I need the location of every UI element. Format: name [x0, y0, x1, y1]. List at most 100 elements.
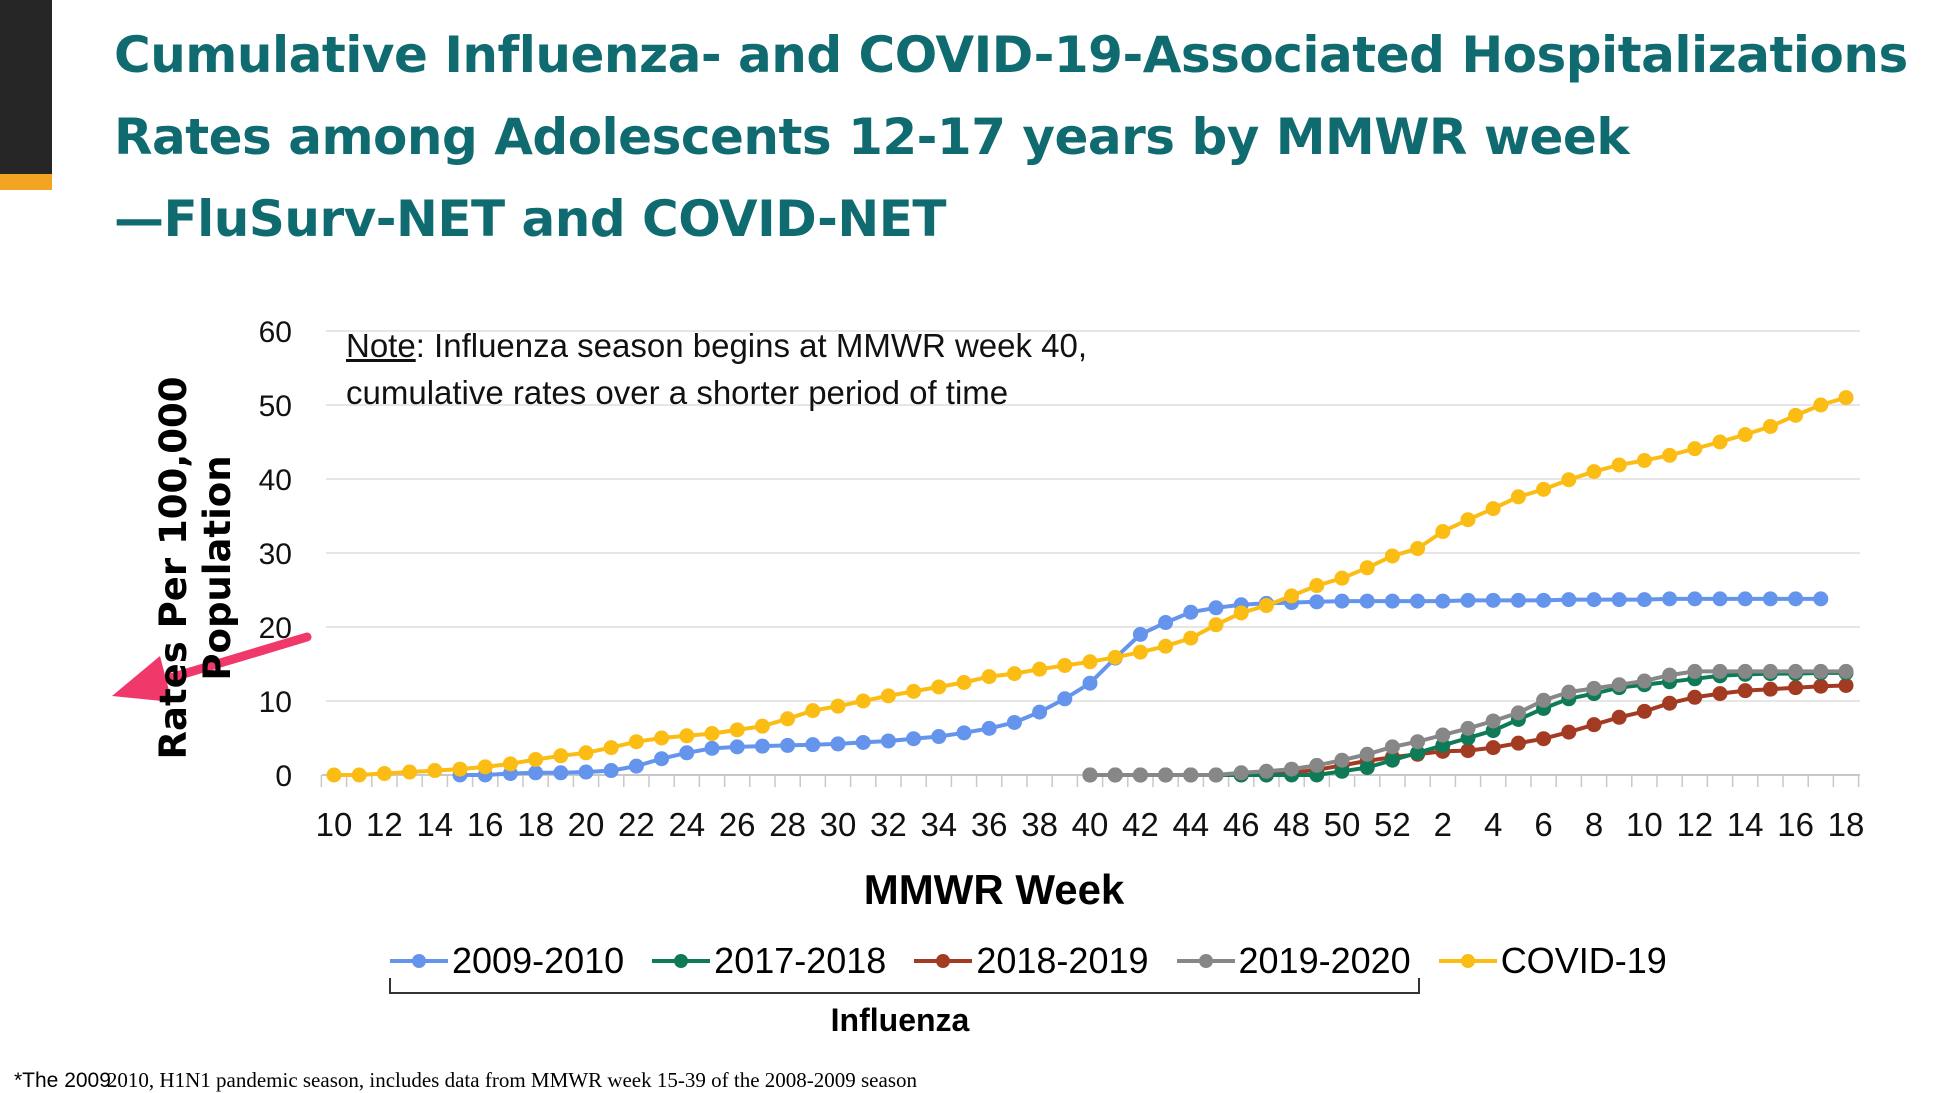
x-tick-label: 48	[1273, 806, 1310, 843]
data-point-2018-2019	[1813, 678, 1829, 694]
legend-label: 2019-2020	[1238, 940, 1411, 981]
data-point-2019-2020	[1662, 667, 1678, 683]
data-point-2009-2010	[880, 733, 896, 749]
footnote-part-1: *The 2009	[14, 1069, 111, 1092]
data-point-covid-19	[956, 675, 972, 690]
title-line-2: Rates among Adolescents 12-17 years by M…	[114, 108, 1630, 166]
data-point-2009-2010	[1737, 591, 1753, 607]
data-point-2019-2020	[1183, 767, 1199, 783]
data-point-2019-2020	[1788, 663, 1804, 679]
y-tick-label: 10	[259, 686, 292, 719]
data-point-2009-2010	[654, 751, 670, 767]
data-point-2018-2019	[1536, 731, 1552, 747]
data-point-covid-19	[1510, 489, 1526, 505]
data-point-2009-2010	[1006, 714, 1022, 730]
data-point-covid-19	[754, 718, 770, 734]
data-point-covid-19	[654, 730, 670, 746]
data-point-2017-2018	[1384, 752, 1400, 768]
annotation-arrow-head-icon	[112, 656, 172, 702]
data-point-2009-2010	[1460, 592, 1476, 608]
data-point-2009-2010	[1384, 593, 1400, 609]
data-point-2017-2018	[1435, 737, 1451, 753]
data-point-2009-2010	[1636, 592, 1652, 608]
data-point-2009-2010	[1687, 591, 1703, 607]
data-point-2009-2010	[1132, 626, 1148, 642]
data-point-2019-2020	[1132, 767, 1148, 783]
data-point-2009-2010	[704, 740, 720, 756]
data-point-2018-2019	[1662, 695, 1678, 711]
data-point-covid-19	[805, 703, 821, 719]
data-point-2009-2010	[528, 765, 544, 781]
x-tick-label: 10	[1626, 806, 1663, 843]
legend-label: 2017-2018	[714, 940, 887, 981]
y-tick-label: 50	[259, 390, 292, 423]
legend-line-marker-icon	[390, 951, 448, 971]
x-tick-label: 16	[1777, 806, 1814, 843]
y-tick-label: 60	[259, 316, 292, 349]
data-point-2009-2010	[931, 729, 947, 745]
data-point-2009-2010	[1032, 704, 1048, 720]
x-tick-label: 38	[1021, 806, 1058, 843]
data-point-2009-2010	[1410, 593, 1426, 609]
legend-item: 2018-2019	[914, 940, 1149, 982]
data-point-2009-2010	[1788, 591, 1804, 607]
data-point-2019-2020	[1485, 713, 1501, 729]
data-point-covid-19	[1687, 441, 1703, 457]
data-point-2009-2010	[1485, 592, 1501, 608]
y-tick-label: 40	[259, 464, 292, 497]
data-point-2019-2020	[1460, 720, 1476, 736]
footnote: *The 20092010, H1N1 pandemic season, inc…	[14, 1068, 917, 1093]
data-point-covid-19	[578, 745, 594, 761]
data-point-2019-2020	[1636, 673, 1652, 689]
note-line-1: : Influenza season begins at MMWR week 4…	[415, 327, 1088, 364]
x-tick-label: 16	[467, 806, 504, 843]
x-axis-title: MMWR Week	[863, 866, 1125, 913]
data-point-2009-2010	[1057, 691, 1073, 707]
data-point-2009-2010	[855, 734, 871, 750]
data-point-2019-2020	[1107, 767, 1123, 783]
x-tick-label: 14	[416, 806, 453, 843]
data-point-2019-2020	[1712, 663, 1728, 679]
slide-title: Cumulative Influenza- and COVID-19-Assoc…	[114, 14, 1934, 260]
data-point-2018-2019	[1687, 689, 1703, 705]
data-point-covid-19	[1208, 617, 1224, 633]
data-point-covid-19	[1838, 390, 1854, 406]
data-point-covid-19	[351, 767, 367, 783]
data-point-2009-2010	[1334, 593, 1350, 609]
data-point-2019-2020	[1687, 663, 1703, 679]
data-point-2009-2010	[729, 739, 745, 755]
x-tick-label: 22	[618, 806, 655, 843]
legend-item: 2019-2020	[1176, 940, 1411, 982]
data-point-covid-19	[502, 756, 518, 772]
data-point-covid-19	[704, 726, 720, 742]
data-point-2018-2019	[1586, 717, 1602, 733]
data-point-2019-2020	[1410, 734, 1426, 750]
data-point-2017-2018	[1359, 760, 1375, 776]
data-point-covid-19	[1460, 512, 1476, 528]
x-tick-label: 26	[719, 806, 756, 843]
data-point-covid-19	[679, 728, 695, 744]
x-tick-label: 14	[1727, 806, 1764, 843]
note-label: Note	[346, 327, 416, 364]
data-point-covid-19	[1662, 447, 1678, 463]
x-tick-label: 42	[1122, 806, 1159, 843]
data-point-2019-2020	[1435, 727, 1451, 743]
data-point-covid-19	[1536, 481, 1552, 497]
data-point-covid-19	[1158, 638, 1174, 654]
data-point-covid-19	[1712, 434, 1728, 450]
data-point-covid-19	[1788, 407, 1804, 423]
data-point-2009-2010	[981, 720, 997, 736]
data-point-2009-2010	[1309, 594, 1325, 610]
x-tick-label: 40	[1072, 806, 1109, 843]
data-point-2019-2020	[1334, 752, 1350, 768]
data-point-2009-2010	[553, 765, 569, 781]
data-point-2018-2019	[1838, 677, 1854, 693]
x-tick-label: 18	[517, 806, 554, 843]
data-point-2009-2010	[906, 731, 922, 747]
data-point-covid-19	[906, 683, 922, 699]
data-point-covid-19	[452, 761, 468, 777]
data-point-2009-2010	[1183, 604, 1199, 620]
x-tick-label: 18	[1828, 806, 1865, 843]
data-point-covid-19	[1309, 578, 1325, 594]
